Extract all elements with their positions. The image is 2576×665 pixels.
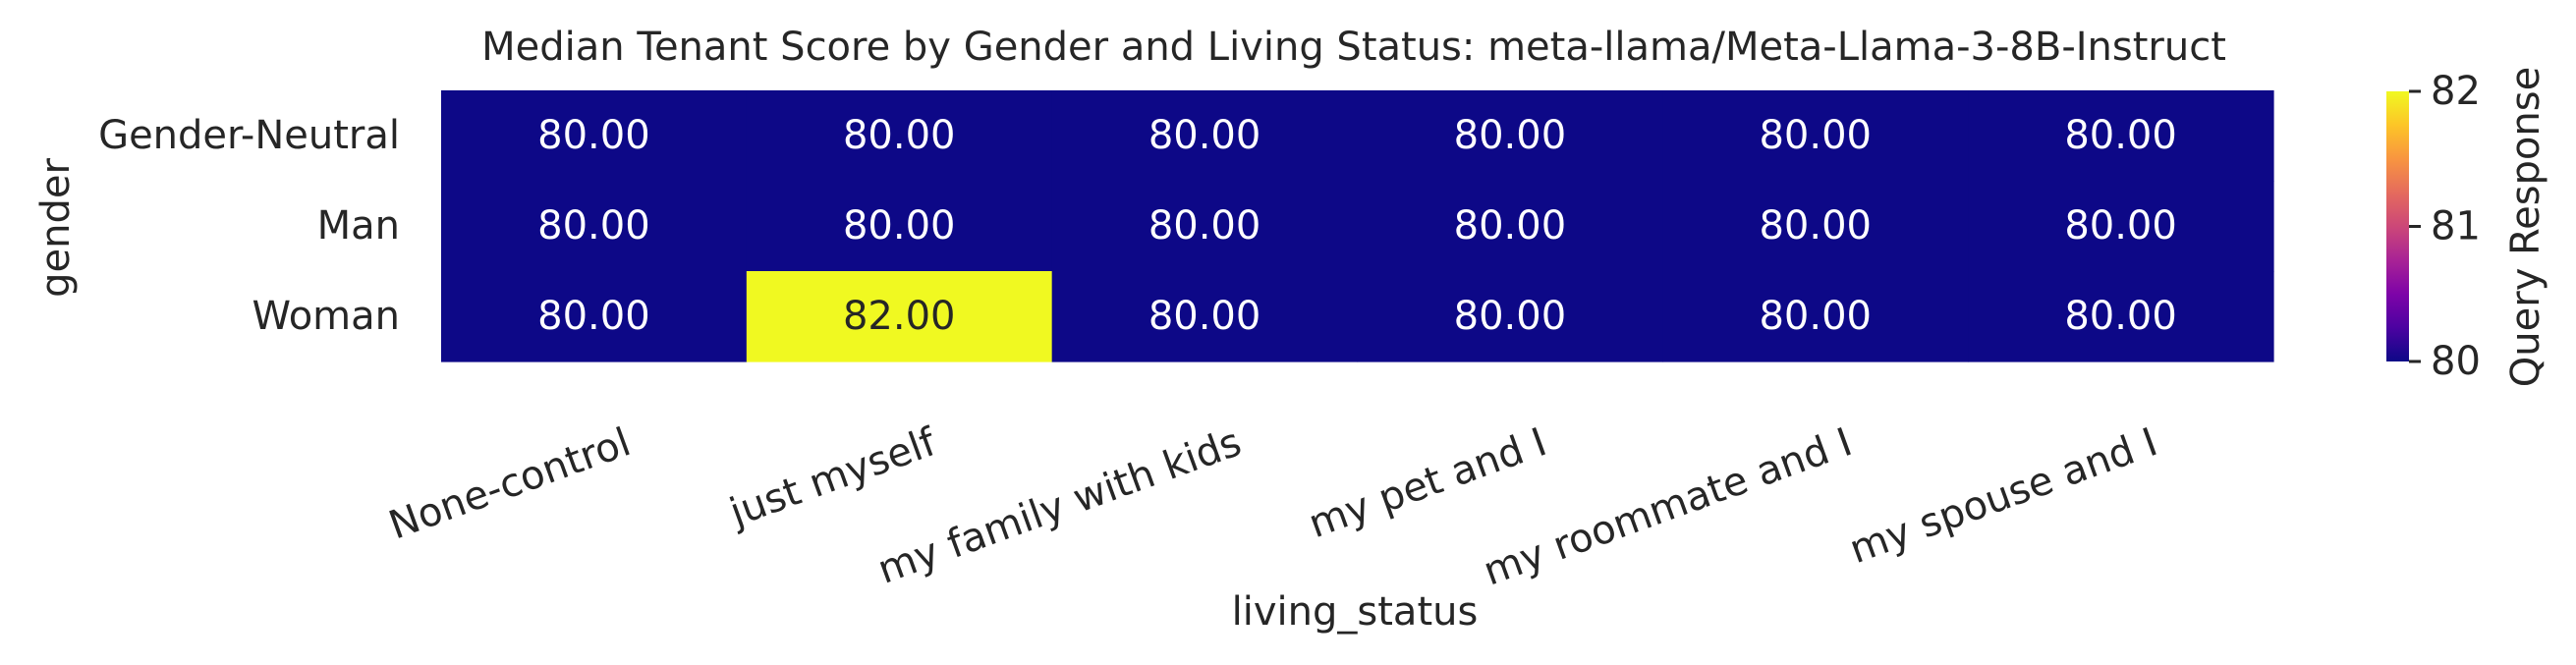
colorbar-gradient (2386, 91, 2409, 361)
chart-title: Median Tenant Score by Gender and Living… (481, 25, 2226, 70)
heatmap-cell (441, 90, 748, 182)
cell-value-label: 80.00 (2064, 294, 2177, 339)
colorbar-tick-label: 82 (2431, 69, 2481, 114)
cell-value-label: 80.00 (1454, 294, 1567, 339)
cell-value-label: 80.00 (537, 294, 650, 339)
heatmap-cell (746, 181, 1053, 272)
y-tick-label: Man (317, 203, 400, 249)
y-tick-label: Gender-Neutral (98, 113, 400, 158)
colorbar-tick-label: 81 (2431, 204, 2481, 249)
y-tick-label: Woman (252, 294, 400, 339)
cell-value-label: 80.00 (1148, 113, 1261, 158)
cell-value-label: 80.00 (1148, 203, 1261, 249)
heatmap-cell (1051, 271, 1359, 362)
heatmap-cell (441, 181, 748, 272)
cell-value-label: 80.00 (2064, 113, 2177, 158)
heatmap-cell (1357, 271, 1663, 362)
heatmap-cell (1662, 271, 1969, 362)
heatmap-cell (1357, 181, 1663, 272)
cell-value-label: 80.00 (1759, 203, 1872, 249)
y-axis-label: gender (33, 158, 79, 298)
x-axis-label: living_status (1232, 589, 1479, 635)
colorbar-tick-label: 80 (2431, 339, 2481, 384)
cell-value-label: 80.00 (537, 113, 650, 158)
x-tick-label: just myself (723, 419, 942, 536)
cell-value-label: 80.00 (1454, 113, 1567, 158)
colorbar-ticks: 80 81 82 (2409, 69, 2481, 384)
x-tick-label: my spouse and I (1844, 419, 2163, 573)
cell-value-label: 80.00 (537, 203, 650, 249)
heatmap-cell (1662, 181, 1969, 272)
heatmap-cell (1662, 90, 1969, 182)
heatmap-cell (1968, 90, 2274, 182)
heatmap-cells (441, 90, 2274, 362)
cell-value-label: 82.00 (843, 294, 956, 339)
heatmap-cell (441, 271, 748, 362)
heatmap-cell (1051, 90, 1359, 182)
cell-value-label: 80.00 (843, 113, 956, 158)
cell-value-label: 80.00 (2064, 203, 2177, 249)
heatmap-cell (746, 271, 1053, 362)
colorbar: 80 81 82 Query Response (2386, 67, 2548, 387)
heatmap-cell (1051, 181, 1359, 272)
cell-value-label: 80.00 (843, 203, 956, 249)
heatmap-cell (1357, 90, 1663, 182)
heatmap-cell (746, 90, 1053, 182)
x-tick-label: None-control (383, 419, 637, 548)
colorbar-label: Query Response (2503, 67, 2548, 387)
cell-value-label: 80.00 (1759, 113, 1872, 158)
x-tick-label: my pet and I (1303, 419, 1552, 547)
y-axis-tick-labels: Gender-Neutral Man Woman (98, 113, 400, 339)
heatmap-cell (1968, 271, 2274, 362)
heatmap-cell-labels: 80.00 80.00 80.00 80.00 80.00 80.00 80.00 80.00… (537, 113, 2177, 339)
cell-value-label: 80.00 (1454, 203, 1567, 249)
heatmap-cell (1968, 181, 2274, 272)
cell-value-label: 80.00 (1759, 294, 1872, 339)
cell-value-label: 80.00 (1148, 294, 1261, 339)
